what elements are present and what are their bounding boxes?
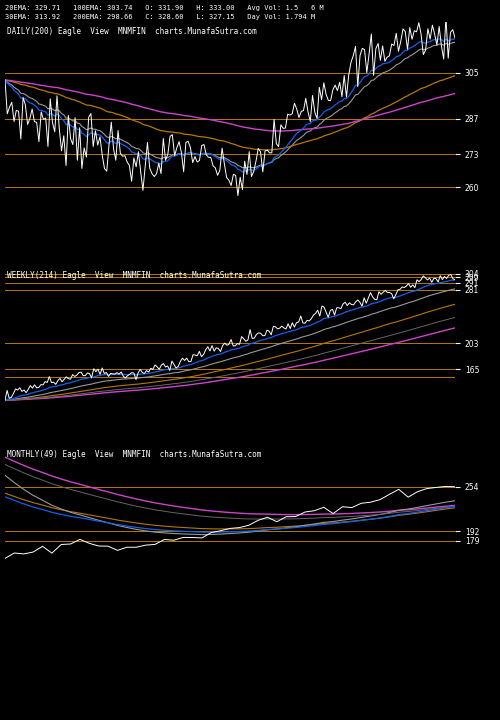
Text: 20EMA: 329.71   100EMA: 303.74   O: 331.90   H: 333.00   Avg Vol: 1.5   6 M: 20EMA: 329.71 100EMA: 303.74 O: 331.90 H… bbox=[5, 5, 324, 11]
Text: DAILY(200) Eagle  View  MNMFIN  charts.MunafaSutra.com: DAILY(200) Eagle View MNMFIN charts.Muna… bbox=[7, 27, 257, 36]
Text: 30EMA: 313.92   200EMA: 298.66   C: 328.60   L: 327.15   Day Vol: 1.794 M: 30EMA: 313.92 200EMA: 298.66 C: 328.60 L… bbox=[5, 14, 316, 20]
Text: WEEKLY(214) Eagle  View  MNMFIN  charts.MunafaSutra.com: WEEKLY(214) Eagle View MNMFIN charts.Mun… bbox=[7, 271, 262, 279]
Text: MONTHLY(49) Eagle  View  MNMFIN  charts.MunafaSutra.com: MONTHLY(49) Eagle View MNMFIN charts.Mun… bbox=[7, 450, 262, 459]
